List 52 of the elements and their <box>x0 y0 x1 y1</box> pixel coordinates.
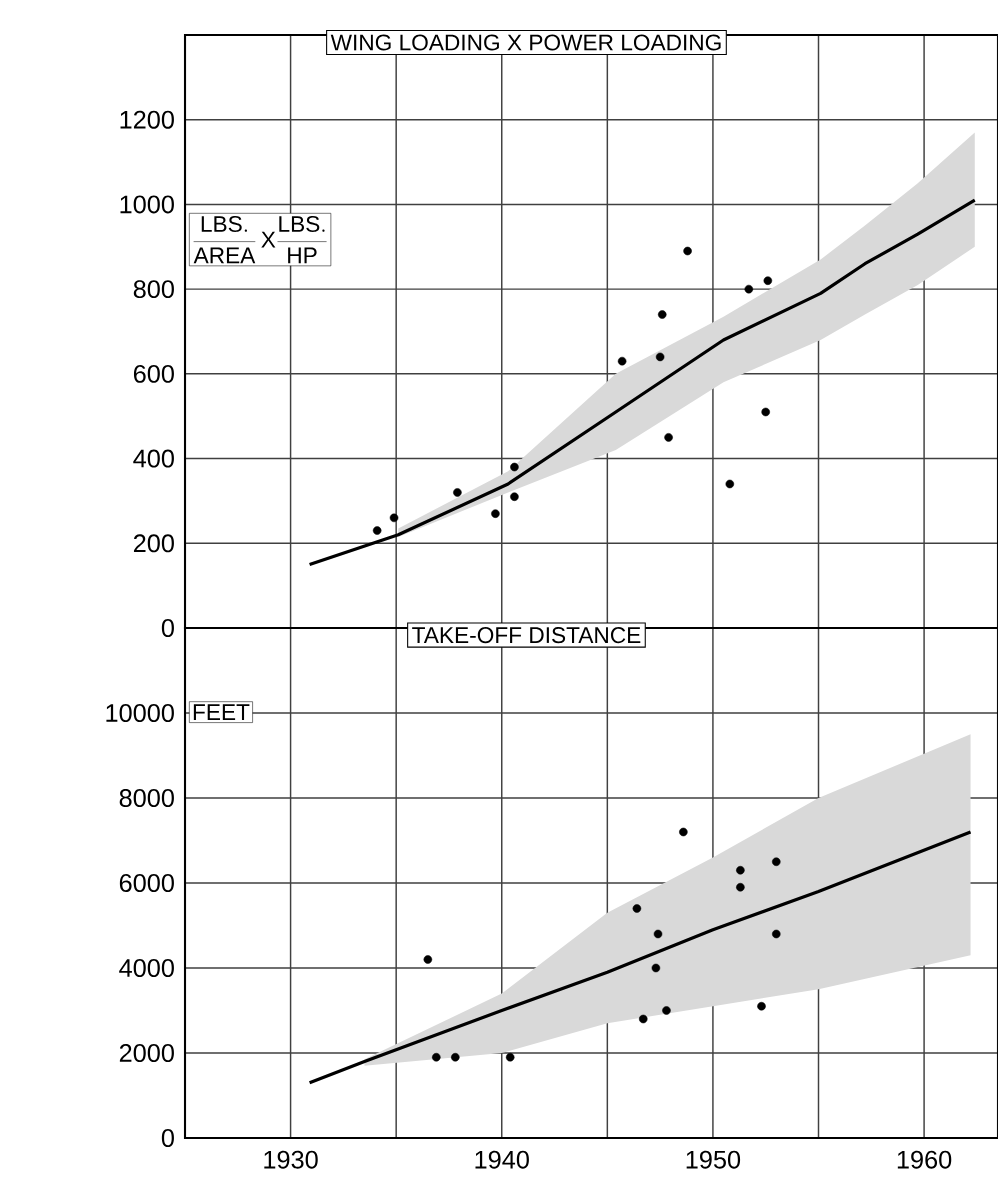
point <box>389 513 399 523</box>
point <box>736 865 745 875</box>
y-tick-label: 600 <box>133 364 174 383</box>
point <box>653 929 663 939</box>
point <box>451 1052 460 1062</box>
point <box>505 1052 515 1062</box>
y-tick-label: 0 <box>161 1129 174 1147</box>
point <box>679 827 688 837</box>
y-tick-label: 6000 <box>119 874 174 892</box>
point <box>510 492 519 501</box>
point <box>432 1052 441 1062</box>
y-tick-label: 400 <box>133 449 174 468</box>
y-axis-title: FEET <box>193 704 250 720</box>
point <box>662 1006 671 1015</box>
point <box>772 857 781 867</box>
point <box>617 356 627 366</box>
y-tick-label: 8000 <box>119 789 174 807</box>
point <box>423 955 433 964</box>
point <box>664 433 673 442</box>
point <box>736 882 745 892</box>
y-tick-label: 0 <box>161 619 174 637</box>
point <box>772 929 781 939</box>
point <box>744 284 754 294</box>
x-tick-label: 1940 <box>475 1150 529 1169</box>
point <box>725 479 735 489</box>
x-tick-label: 1950 <box>686 1150 741 1169</box>
point <box>491 509 500 518</box>
chart-title: TAKE-OFF DISTANCE <box>412 627 641 644</box>
point <box>763 276 773 285</box>
point <box>757 1001 766 1011</box>
y-tick-label: 200 <box>133 534 174 553</box>
x-tick-label: 1930 <box>264 1150 318 1169</box>
y-tick-label: 2000 <box>119 1044 174 1062</box>
point <box>655 352 665 362</box>
point <box>638 1014 648 1024</box>
point <box>683 246 692 256</box>
point <box>510 462 519 472</box>
y-tick-label: 4000 <box>119 959 174 977</box>
point <box>453 488 462 497</box>
x-tick-label: 1960 <box>897 1150 952 1169</box>
point <box>372 526 382 535</box>
point <box>651 963 661 973</box>
line-series <box>307 830 973 1085</box>
chart-title: WING LOADING X POWER LOADING <box>330 34 721 51</box>
point <box>632 904 642 913</box>
y-axis-title: $\frac{\mathrm{LBS.}}{\mathrm{AREA}}\,\mathrm{X}\frac{\mathrm{LBS.}}{\mathrm{HP}}$ <box>193 215 327 264</box>
point <box>761 407 770 417</box>
y-tick-label: 1200 <box>120 110 174 129</box>
y-tick-label: 800 <box>133 280 174 299</box>
y-tick-label: 10000 <box>106 704 174 722</box>
y-tick-label: 1000 <box>120 195 174 214</box>
point <box>657 310 667 319</box>
